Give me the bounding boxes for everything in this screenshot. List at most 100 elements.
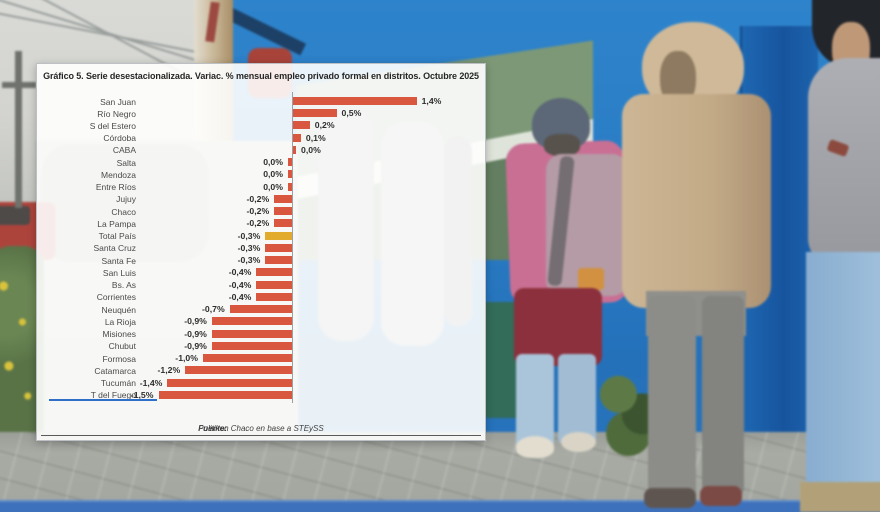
- category-label: Santa Fe: [101, 255, 137, 266]
- bar: [256, 280, 292, 289]
- shoe: [644, 488, 696, 508]
- value-label: -1,5%: [130, 389, 154, 400]
- highlight-underline: [49, 399, 157, 402]
- chart-row: T del Fuego -1,5%: [37, 389, 485, 402]
- value-label: 0,5%: [341, 108, 362, 119]
- maroon-underlayer: [514, 288, 602, 366]
- chart-bottom-rule: [41, 435, 481, 436]
- utility-pole-crossarm: [2, 82, 36, 88]
- chart-row: La Rioja -0,9%: [37, 315, 485, 327]
- category-label: Santa Cruz: [93, 243, 136, 254]
- chart-row: San Luis -0,4%: [37, 266, 485, 278]
- chart-row: S del Estero 0,2%: [37, 119, 485, 131]
- category-label: Tucumán: [100, 378, 136, 389]
- blue-curb: [0, 500, 880, 512]
- category-label: Chaco: [111, 206, 136, 217]
- chart-row: Córdoba 0,1%: [37, 132, 485, 144]
- bar: [274, 219, 292, 228]
- bar: [288, 182, 292, 191]
- car-window: [0, 206, 30, 225]
- chart-row: Mendoza 0,0%: [37, 168, 485, 180]
- chart-row: Total País -0,3%: [37, 230, 485, 242]
- chart-row: La Pampa -0,2%: [37, 217, 485, 229]
- category-label: Mendoza: [101, 169, 136, 180]
- category-label: Formosa: [102, 353, 136, 364]
- value-label: -0,9%: [184, 316, 207, 327]
- value-label: 0,0%: [301, 144, 321, 155]
- bar-chart-plot: San Juan 1,4% Río Negro 0,5% S del Estero 0,2…: [37, 92, 485, 403]
- light-blue-jeans: [806, 252, 880, 494]
- bar: [211, 341, 292, 350]
- sweatpants-leg: [648, 296, 696, 504]
- category-label: Corrientes: [96, 292, 136, 303]
- category-label: Salta: [116, 157, 136, 168]
- value-label: 1,4%: [421, 96, 442, 106]
- bar: [185, 366, 292, 375]
- chart-source-prefix: Fuente:: [198, 424, 228, 433]
- jeans-leg: [558, 354, 596, 444]
- bar: [288, 158, 292, 167]
- value-label: -0,4%: [228, 291, 252, 302]
- category-label: La Rioja: [104, 316, 136, 327]
- zero-axis-line: [292, 92, 293, 403]
- sweatpants-leg: [702, 296, 744, 496]
- category-label: San Luis: [102, 267, 136, 278]
- bar: [265, 256, 292, 265]
- bar: [265, 231, 292, 240]
- value-label: 0,1%: [305, 132, 326, 143]
- value-label: -0,2%: [246, 193, 270, 204]
- value-label: -0,3%: [237, 230, 261, 241]
- bar: [292, 109, 337, 118]
- category-label: Catamarca: [94, 365, 136, 376]
- hair: [544, 134, 580, 156]
- value-label: -0,2%: [246, 218, 270, 229]
- value-label: 0,0%: [263, 169, 283, 180]
- category-label: Río Negro: [97, 108, 136, 119]
- category-label: Misiones: [102, 329, 136, 340]
- chart-row: Chubut -0,9%: [37, 340, 485, 352]
- shoe: [700, 486, 742, 506]
- value-label: -0,9%: [184, 340, 207, 351]
- bar: [274, 207, 292, 216]
- category-label: La Pampa: [97, 218, 136, 229]
- chart-row: Salta 0,0%: [37, 156, 485, 168]
- chart-row: Santa Cruz -0,3%: [37, 242, 485, 254]
- chart-row: Neuquén -0,7%: [37, 303, 485, 315]
- value-label: -0,4%: [228, 279, 252, 290]
- chart-row: Misiones -0,9%: [37, 328, 485, 340]
- chart-row: CABA 0,0%: [37, 144, 485, 156]
- chart-row: Bs. As -0,4%: [37, 279, 485, 291]
- chart-row: Santa Fe -0,3%: [37, 254, 485, 266]
- bar: [292, 145, 296, 154]
- category-label: Chubut: [108, 341, 136, 352]
- value-label: -0,7%: [202, 304, 225, 315]
- chart-source: Fuente: Politikon Chaco en base a STEySS: [37, 424, 485, 433]
- bar: [158, 390, 292, 399]
- chart-row: Jujuy -0,2%: [37, 193, 485, 205]
- utility-pole: [15, 51, 22, 208]
- bar: [203, 354, 292, 363]
- value-label: 0,0%: [263, 181, 283, 192]
- value-label: -0,9%: [184, 328, 207, 339]
- bar: [211, 317, 292, 326]
- chart-row: Tucumán -1,4%: [37, 377, 485, 389]
- chart-row: Catamarca -1,2%: [37, 364, 485, 376]
- chart-title: Gráfico 5. Serie desestacionalizada. Var…: [43, 71, 479, 81]
- chart-panel: Gráfico 5. Serie desestacionalizada. Var…: [36, 63, 486, 441]
- bar: [256, 292, 292, 301]
- bar: [256, 268, 292, 277]
- value-label: -1,0%: [175, 353, 198, 364]
- queue-person-tan-parka: [622, 94, 771, 308]
- category-label: T del Fuego: [90, 390, 136, 401]
- category-label: S del Estero: [89, 120, 136, 131]
- bar: [265, 243, 292, 252]
- white-sneaker: [561, 432, 596, 452]
- bar: [292, 97, 417, 105]
- category-label: Neuquén: [101, 304, 136, 315]
- value-label: -1,4%: [139, 377, 163, 388]
- value-label: 0,0%: [263, 157, 283, 168]
- category-label: Bs. As: [111, 280, 136, 291]
- value-label: -0,3%: [237, 242, 261, 253]
- value-label: 0,2%: [314, 120, 335, 131]
